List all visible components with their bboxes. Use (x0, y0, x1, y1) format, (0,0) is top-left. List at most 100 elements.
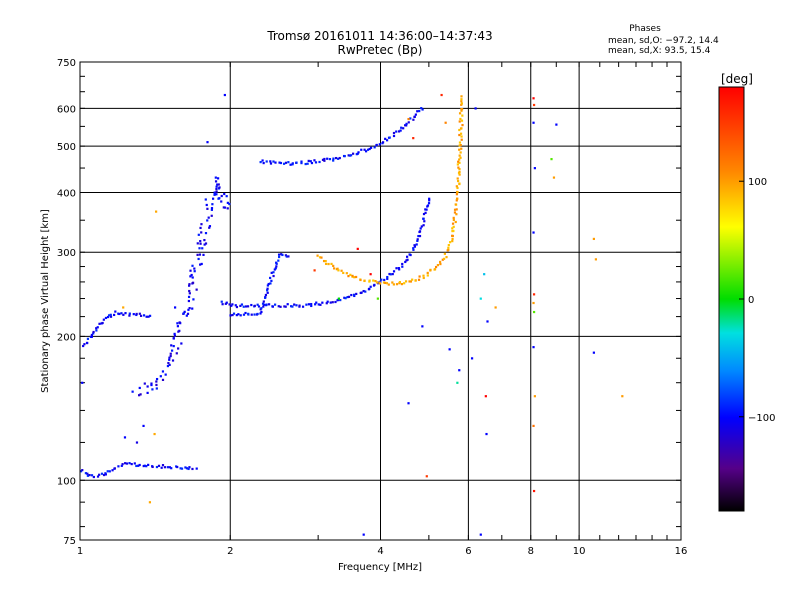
data-point (334, 156, 338, 160)
data-point (197, 257, 200, 261)
data-point (278, 161, 281, 164)
data-point (82, 344, 85, 348)
data-point (315, 301, 318, 304)
data-point (261, 159, 264, 162)
data-point (237, 313, 240, 316)
data-point (278, 255, 281, 259)
data-point (324, 262, 328, 266)
data-point (420, 107, 423, 110)
data-point (266, 284, 269, 287)
data-point (445, 256, 448, 259)
data-point (98, 473, 101, 476)
data-point (168, 356, 171, 359)
data-point (458, 182, 461, 185)
data-point (332, 264, 335, 267)
data-point (407, 121, 410, 124)
data-point (404, 280, 408, 283)
data-point (320, 256, 323, 259)
data-point (122, 306, 125, 309)
data-point (125, 462, 129, 465)
data-point (215, 187, 218, 191)
x-tick-label: 16 (675, 546, 688, 557)
data-point (321, 158, 325, 161)
data-point (552, 176, 556, 179)
data-point (121, 463, 124, 466)
data-point (102, 318, 105, 321)
data-point (456, 197, 459, 200)
data-point (188, 283, 191, 286)
data-point (207, 216, 210, 219)
data-point (229, 314, 232, 317)
data-point (349, 273, 352, 276)
data-point (176, 322, 179, 325)
data-point (148, 314, 152, 317)
data-point (109, 315, 113, 318)
data-point (451, 237, 454, 241)
data-point (161, 370, 165, 373)
data-point (434, 265, 438, 269)
colorbar-ticks: 100 0 −100 (739, 177, 775, 424)
data-point (200, 262, 203, 266)
data-point (413, 115, 416, 118)
data-point (391, 273, 394, 276)
y-tick-label: 300 (57, 248, 76, 259)
data-point (458, 173, 461, 176)
data-point (147, 463, 150, 466)
data-point (457, 160, 460, 163)
data-point (86, 474, 89, 477)
data-point (240, 303, 244, 306)
data-point (295, 161, 298, 164)
data-point (533, 167, 536, 170)
data-point (195, 467, 198, 470)
x-tick-label: 1 (77, 546, 83, 557)
data-point (83, 343, 86, 346)
data-point (281, 253, 284, 257)
data-point (388, 272, 391, 276)
data-point (164, 373, 167, 376)
data-point (135, 464, 138, 468)
data-point (169, 352, 172, 355)
data-point (180, 342, 183, 345)
data-point (401, 265, 404, 268)
data-point (92, 332, 95, 335)
data-point (316, 254, 319, 257)
data-point (170, 349, 174, 352)
data-point (262, 300, 265, 303)
data-point (166, 364, 170, 368)
data-point (155, 383, 158, 387)
data-point (401, 262, 404, 266)
data-point (177, 330, 180, 333)
data-point (291, 305, 294, 308)
data-point (214, 176, 217, 179)
data-point (287, 255, 290, 258)
data-point (314, 161, 318, 164)
data-point (210, 214, 213, 217)
data-point (187, 467, 190, 471)
data-point (395, 130, 398, 133)
data-point (323, 157, 326, 161)
colorbar-tick-label: 100 (748, 177, 767, 188)
data-point (226, 207, 229, 210)
data-point (124, 312, 127, 315)
data-point (532, 424, 535, 428)
data-point (421, 325, 424, 328)
data-point (143, 464, 146, 467)
data-point (459, 117, 462, 121)
data-point (133, 462, 136, 465)
data-point (458, 158, 461, 161)
data-point (151, 465, 154, 469)
data-point (389, 273, 392, 276)
data-point (400, 126, 403, 129)
data-point (107, 314, 111, 317)
data-point (220, 200, 223, 203)
data-point (171, 359, 175, 362)
data-point (137, 464, 140, 467)
data-point (412, 118, 415, 121)
data-point (279, 161, 283, 165)
data-point (286, 303, 289, 306)
data-point (330, 262, 333, 266)
x-tick-label: 2 (227, 546, 233, 557)
data-point (458, 141, 462, 144)
data-point (414, 279, 417, 282)
data-point (460, 135, 463, 138)
